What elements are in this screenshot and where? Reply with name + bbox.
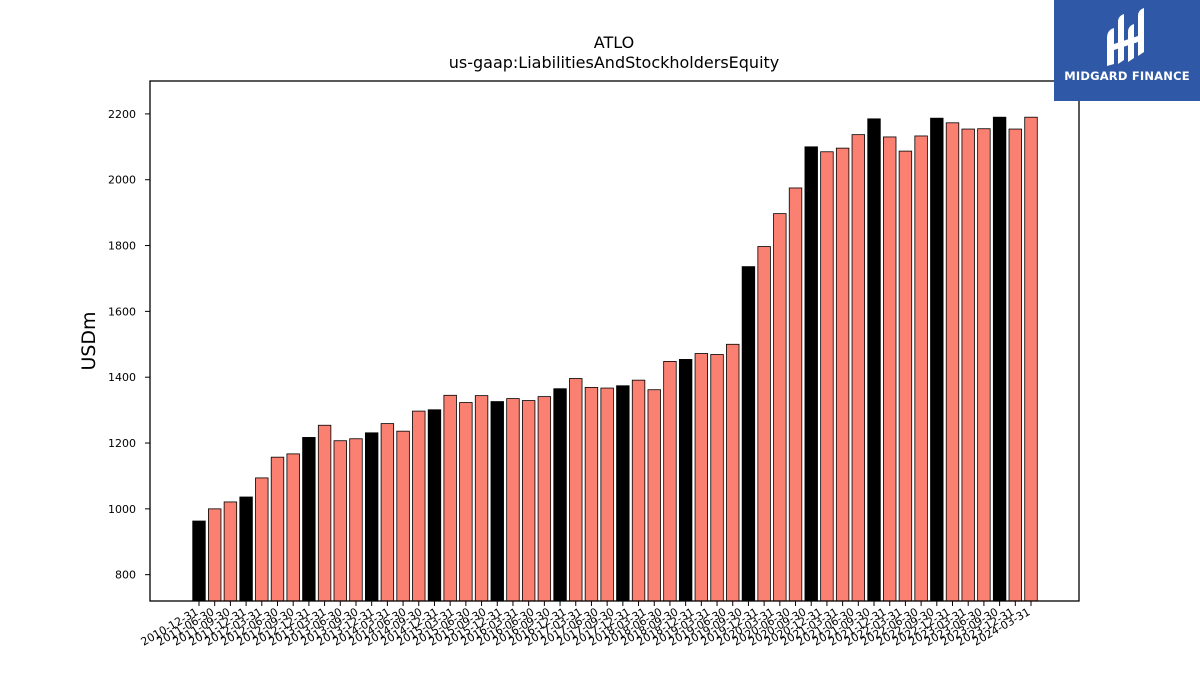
plot-frame (149, 80, 1080, 602)
bar-2023-06-30 (977, 128, 991, 602)
bar-2022-03-31 (898, 150, 913, 602)
bar-2019-09-30 (741, 266, 756, 602)
bar-2022-12-31 (945, 122, 960, 602)
bar-2014-09-30 (427, 409, 442, 602)
bar-2023-03-31 (961, 128, 975, 602)
bar-2019-03-31 (710, 354, 724, 602)
bar-2010-12-31 (192, 520, 206, 602)
bar-2021-12-31 (883, 136, 897, 602)
chart-subtitle: us-gaap:LiabilitiesAndStockholdersEquity (449, 53, 780, 72)
bar-2014-03-31 (396, 430, 410, 602)
chart-title: ATLO (594, 33, 634, 52)
bar-2015-12-31 (506, 398, 520, 602)
bar-2013-09-30 (364, 432, 379, 602)
bar-2016-09-30 (553, 388, 567, 602)
bar-2013-12-31 (380, 423, 395, 602)
bar-2015-06-30 (474, 395, 489, 602)
bar-2013-06-30 (349, 438, 363, 602)
bar-2012-09-30 (302, 437, 316, 602)
y-tick-label: 1200 (108, 437, 136, 450)
bar-2016-12-31 (569, 378, 583, 602)
bar-2016-06-30 (537, 396, 552, 602)
bar-2013-03-31 (333, 440, 347, 602)
bar-2018-09-30 (678, 359, 693, 602)
logo-text: MIDGARD FINANCE (1064, 69, 1190, 83)
y-axis-label: USDm (78, 311, 100, 370)
bar-2017-09-30 (616, 385, 630, 602)
bar-series (192, 116, 1038, 602)
bar-2017-03-31 (584, 387, 599, 602)
bar-2017-06-30 (600, 387, 614, 602)
bar-2017-12-31 (631, 379, 646, 602)
midgard-finance-logo: MIDGARD FINANCE (1054, 0, 1200, 101)
bar-2020-12-31 (820, 151, 834, 602)
y-axis: 800 1000 1200 1400 1600 1800 2000 2200 (108, 108, 150, 582)
bar-2015-09-30 (490, 401, 504, 602)
bar-2019-12-31 (757, 246, 771, 602)
y-tick-label: 2200 (108, 108, 136, 121)
bar-2022-06-30 (914, 135, 928, 602)
bar-2014-12-31 (443, 394, 457, 602)
bar-2012-06-30 (286, 453, 300, 602)
bar-2023-09-30 (992, 116, 1007, 602)
y-tick-label: 1600 (108, 305, 136, 318)
y-tick-label: 2000 (108, 174, 136, 187)
bar-2018-12-31 (694, 353, 709, 602)
bar-2014-06-30 (412, 410, 426, 602)
y-tick-label: 1800 (108, 240, 136, 253)
bar-2022-09-30 (930, 117, 944, 602)
bar-2020-03-31 (773, 213, 787, 602)
y-tick-label: 1000 (108, 503, 136, 516)
x-axis: 2010-12-312011-06-302011-09-302011-12-31… (139, 601, 1033, 649)
bar-2011-09-30 (239, 496, 253, 602)
bar-2011-12-31 (255, 477, 269, 602)
bar-2015-03-31 (459, 402, 473, 602)
bar-2021-03-31 (835, 147, 850, 602)
bar-2020-06-30 (788, 187, 803, 602)
bar-2018-03-31 (647, 389, 661, 602)
bar-2021-09-30 (867, 118, 881, 602)
logo-mark-icon (1107, 8, 1144, 66)
y-tick-label: 800 (115, 569, 136, 582)
y-tick-label: 1400 (108, 371, 136, 384)
bar-2020-09-30 (804, 146, 818, 602)
bar-2021-06-30 (851, 134, 865, 602)
bar-2012-03-31 (270, 456, 285, 602)
bar-2016-03-31 (521, 400, 536, 602)
bar-2023-12-31 (1008, 128, 1022, 602)
bar-2011-06-30 (223, 501, 238, 602)
bar-2019-06-30 (726, 343, 740, 602)
bar-2024-03-31 (1024, 116, 1038, 602)
bar-2011-03-31 (208, 508, 222, 602)
bar-2012-12-31 (317, 424, 332, 602)
bar-2018-06-30 (663, 361, 677, 602)
